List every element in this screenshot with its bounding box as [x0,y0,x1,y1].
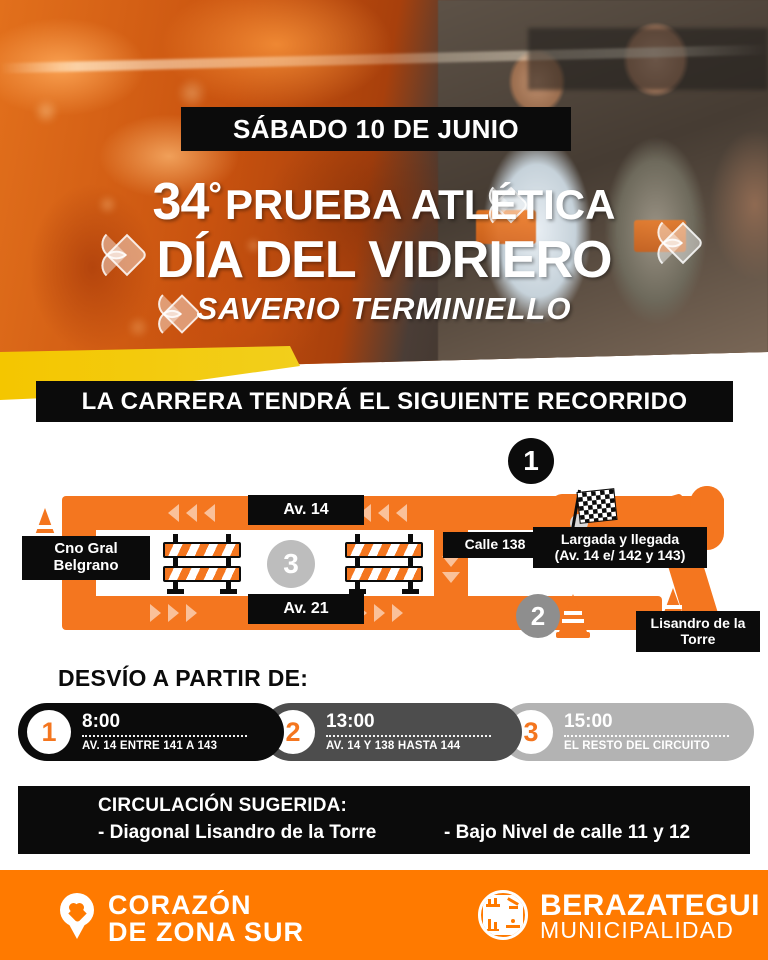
chevron-down-icon [442,556,460,567]
circulacion-box [18,786,750,854]
title-degree: ° [208,176,222,214]
corazon-line-1: CORAZÓN [108,890,252,920]
footer-bar [0,870,768,960]
date-ribbon: SÁBADO 10 DE JUNIO [181,107,571,151]
largada-line-1: Largada y llegada [560,531,680,547]
berazategui-shield-icon [478,890,528,940]
desvio-time-2: 13:00 [326,710,375,732]
berazategui-line-1: BERAZATEGUI [540,889,760,922]
title-line-1: 34°PRUEBA ATLÉTICA [0,176,768,228]
chevron-left-icon [186,504,197,522]
title-line-2: DÍA DEL VIDRIERO [156,231,613,289]
desvio-title: DESVÍO A PARTIR DE: [58,665,309,691]
desvio-pill-3: 3 15:00 EL RESTO DEL CIRCUITO [500,703,754,761]
desvio-pill-1: 1 8:00 AV. 14 ENTRE 141 A 143 [18,703,284,761]
chevron-right-icon [168,604,179,622]
map-label-lisandro-de-la-torre: Lisandro de la Torre [636,611,760,653]
traffic-cone-icon [556,594,590,638]
road-barrier-icon [163,534,241,594]
map-label-av21: Av. 21 [248,594,364,624]
road-end-knob [690,486,724,520]
route-map: 1 2 3 Av. 14 Av. 21 Cno Gral Belgrano Ca… [0,436,768,668]
chevron-right-icon [150,604,161,622]
largada-line-2: (Av. 14 e/ 142 y 143) [554,546,686,563]
map-marker-3: 3 [267,540,315,588]
desvio-text-2: 13:00 AV. 14 Y 138 HASTA 144 [326,710,491,753]
background-banner [528,28,768,90]
desvio-text-1: 8:00 AV. 14 ENTRE 141 A 143 [82,710,247,753]
desvio-time-1: 8:00 [82,710,121,732]
road-segment-av14 [62,496,724,530]
map-label-calle-138: Calle 138 [443,532,547,558]
map-marker-2: 2 [516,594,560,638]
map-label-largada-llegada: Largada y llegada (Av. 14 e/ 142 y 143) [533,527,707,569]
map-label-cno-gral-belgrano: Cno Gral Belgrano [22,536,150,580]
desvio-badge-1: 1 [27,710,71,754]
dotted-divider [326,735,491,738]
dotted-divider [82,735,247,738]
map-label-av14: Av. 14 [248,495,364,525]
desvio-text-3: 15:00 EL RESTO DEL CIRCUITO [564,710,729,753]
road-barrier-icon [345,534,423,594]
title-line-3: SAVERIO TERMINIELLO [196,291,572,326]
chevron-right-icon [374,604,385,622]
chevron-right-icon [186,604,197,622]
desvio-pill-group: 3 15:00 EL RESTO DEL CIRCUITO 2 13:00 AV… [18,703,754,761]
chevron-left-icon [396,504,407,522]
event-title-block: 34°PRUEBA ATLÉTICA DÍA DEL VIDRIERO SAVE… [0,176,768,324]
circulacion-title: CIRCULACIÓN SUGERIDA: [98,795,348,816]
hero-photo-area [0,0,768,372]
desvio-where-2: AV. 14 Y 138 HASTA 144 [326,740,461,753]
berazategui-line-2: MUNICIPALIDAD [540,917,735,943]
chevron-left-icon [204,504,215,522]
desvio-where-1: AV. 14 ENTRE 141 A 143 [82,740,218,753]
chevron-right-icon [392,604,403,622]
checkered-flag-icon [576,488,618,524]
title-number: 34 [152,173,210,231]
route-ribbon: LA CARRERA TENDRÁ EL SIGUIENTE RECORRIDO [36,381,733,422]
corazon-line-2: DE ZONA SUR [108,917,305,947]
chevron-left-icon [360,504,371,522]
desvio-time-3: 15:00 [564,710,613,732]
desvio-pill-2: 2 13:00 AV. 14 Y 138 HASTA 144 [262,703,522,761]
map-marker-1: 1 [508,438,554,484]
desvio-where-3: EL RESTO DEL CIRCUITO [564,740,710,753]
circulacion-option-b: - Bajo Nivel de calle 11 y 12 [444,822,691,843]
chevron-down-icon [442,572,460,583]
dotted-divider [564,735,729,738]
chevron-left-icon [378,504,389,522]
chevron-left-icon [168,504,179,522]
location-pin-heart-icon [60,893,94,939]
circulacion-option-a: - Diagonal Lisandro de la Torre [98,822,377,843]
title-line-1-rest: PRUEBA ATLÉTICA [225,181,616,228]
